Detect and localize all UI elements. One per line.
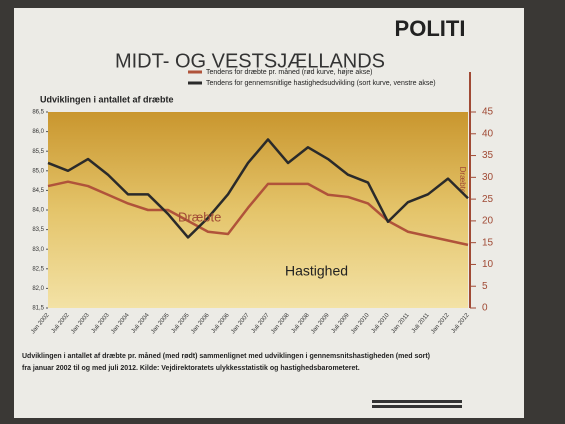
y-tick-label: 85,5 [32,149,44,155]
y2-tick-label: 0 [482,303,488,314]
legend-label: Tendens for dræbte pr. måned (rød kurve,… [206,68,373,76]
y-tick-label: 81,5 [32,306,44,312]
line-series [47,180,469,247]
y2-tick-label: 35 [482,150,494,161]
y-tick-label: 82,0 [32,286,44,292]
chart-title: Udviklingen i antallet af dræbte [40,94,174,104]
annotation: Dræbte [178,209,221,224]
y2-tick-label: 25 [482,194,494,205]
y2-tick-label: 40 [482,128,494,139]
line-series [47,138,469,239]
y-tick-label: 82,5 [32,266,44,272]
y2-tick-label: 45 [482,107,494,118]
y-tick-label: 85,0 [32,168,44,174]
plot-area [48,112,468,308]
y-tick-label: 84,5 [32,188,44,194]
y2-tick-label: 15 [482,237,494,248]
y2-axis-label: Dræbte [458,167,467,194]
slide-title: MIDT- OG VESTSJÆLLANDS [115,50,385,72]
y-tick-label: 84,0 [32,208,44,214]
caption: Udviklingen i antallet af dræbte pr. mån… [22,352,430,360]
y2-tick-label: 30 [482,172,494,183]
y-tick-label: 86,0 [32,129,44,135]
y-tick-label: 86,5 [32,110,44,116]
caption: fra januar 2002 til og med juli 2012. Ki… [22,365,360,372]
y2-tick-label: 10 [482,259,494,270]
logo: POLITI [395,16,466,41]
y-tick-label: 83,0 [32,247,44,253]
y2-tick-label: 5 [482,281,488,292]
footer-stripes [372,400,462,408]
y-tick-label: 83,5 [32,227,44,233]
annotation: Hastighed [285,263,348,279]
y2-tick-label: 20 [482,216,494,227]
legend-label: Tendens for gennemsnitlige hastighedsudv… [206,80,436,87]
